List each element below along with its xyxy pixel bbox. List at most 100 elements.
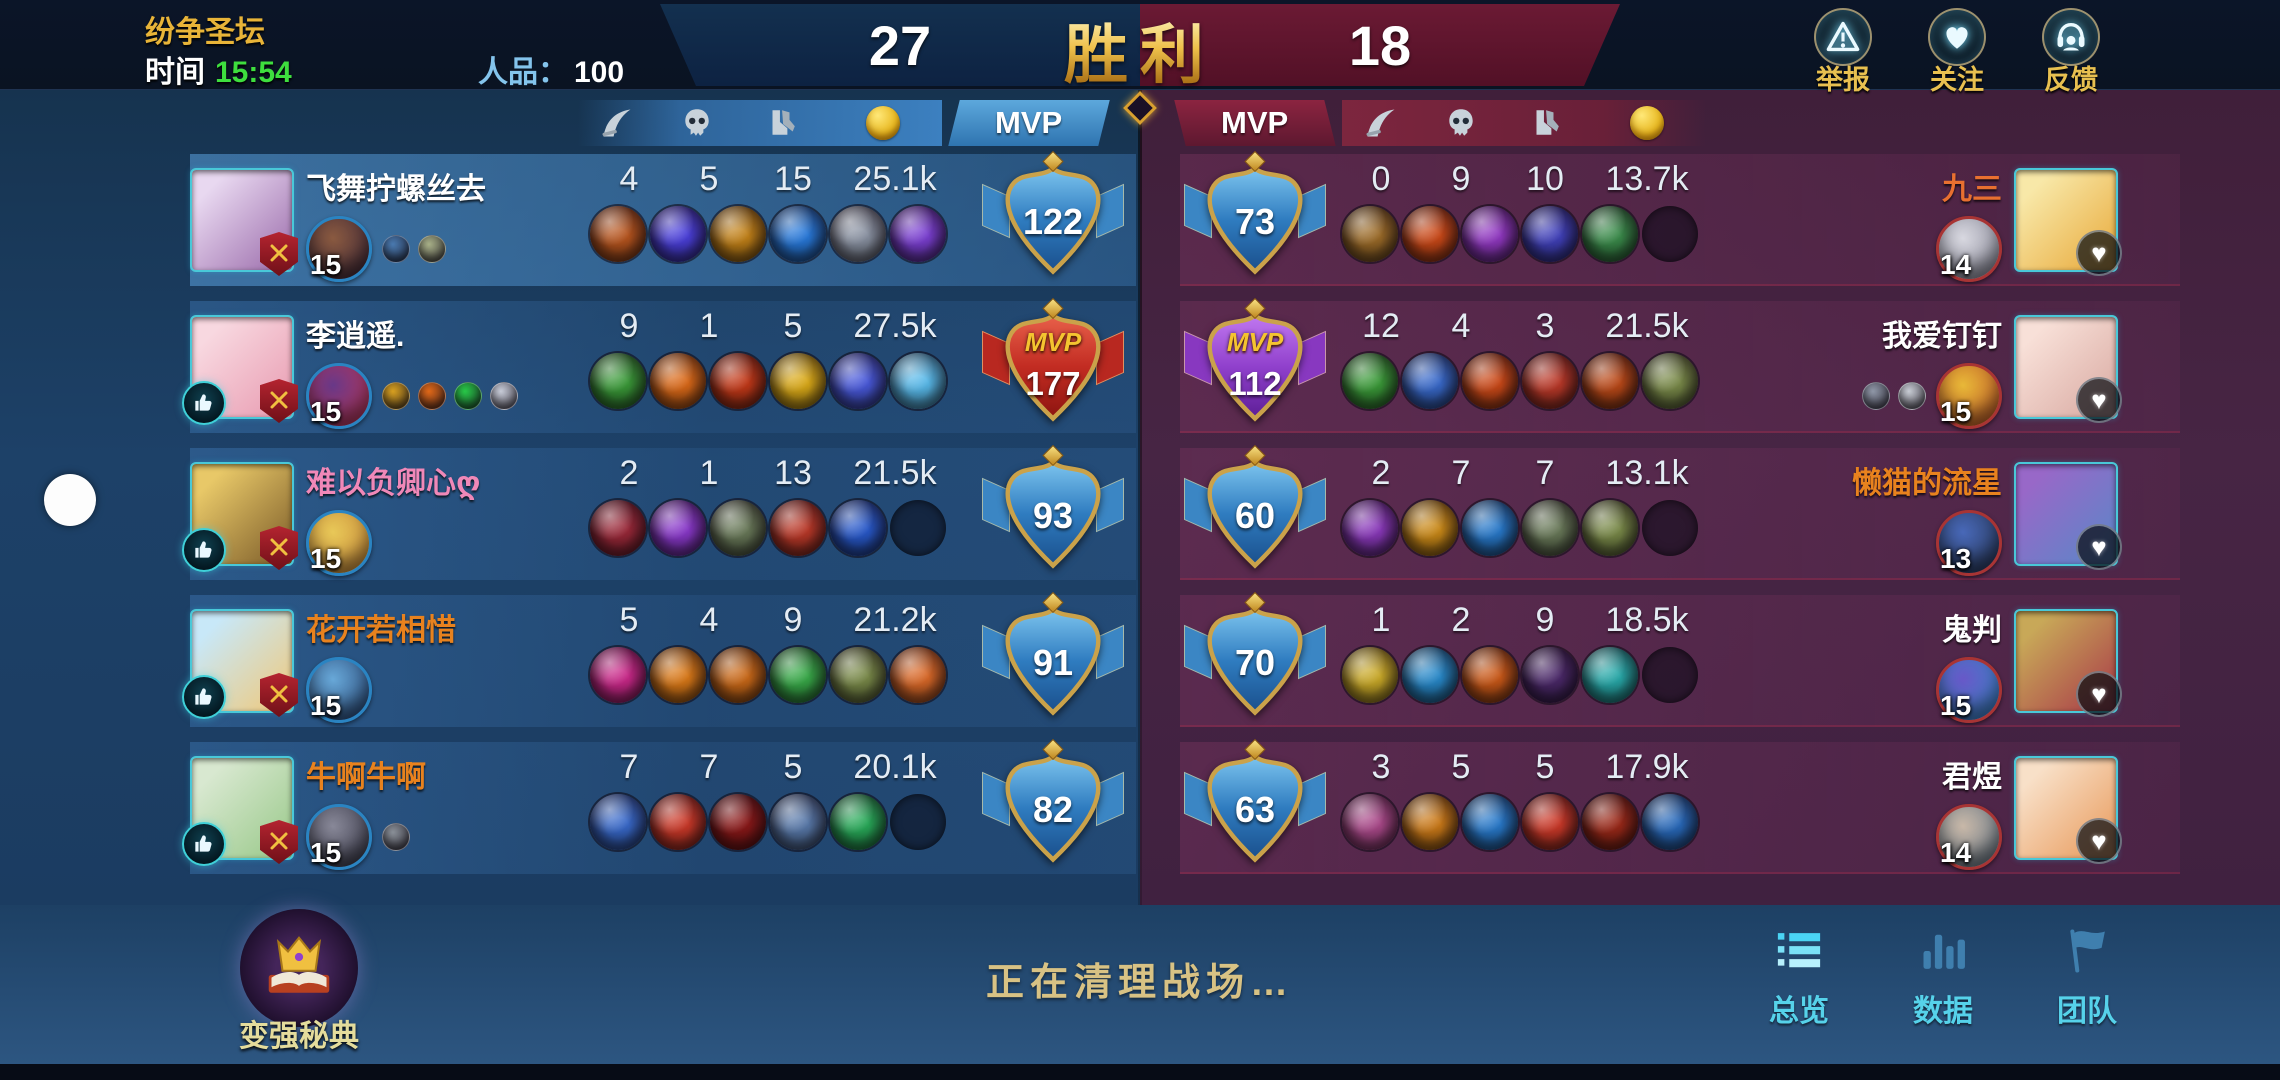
heart-like-button[interactable]: ♥: [2076, 671, 2122, 717]
item-icon[interactable]: [1402, 206, 1458, 262]
hero-portrait[interactable]: 15: [306, 657, 372, 723]
item-icon[interactable]: [770, 794, 826, 850]
left-team-score: 27: [868, 13, 932, 77]
deaths-value: 5: [1451, 748, 1471, 786]
thumbs-up-button[interactable]: [182, 822, 226, 866]
item-icon[interactable]: [1522, 353, 1578, 409]
player-avatar[interactable]: ♥: [2014, 315, 2122, 423]
item-icon[interactable]: [1582, 353, 1638, 409]
item-icon[interactable]: [1402, 500, 1458, 556]
heart-like-button[interactable]: ♥: [2076, 230, 2122, 276]
item-icon[interactable]: [1582, 647, 1638, 703]
item-icon[interactable]: [650, 647, 706, 703]
item-icon[interactable]: [650, 206, 706, 262]
item-icon[interactable]: [590, 206, 646, 262]
item-icon[interactable]: [710, 500, 766, 556]
item-icon[interactable]: [650, 500, 706, 556]
item-icon[interactable]: [1402, 647, 1458, 703]
item-icon[interactable]: [650, 353, 706, 409]
item-icon[interactable]: [830, 647, 886, 703]
heart-icon: [1928, 8, 1986, 66]
item-icon[interactable]: [1462, 647, 1518, 703]
item-icon[interactable]: [1642, 794, 1698, 850]
item-icon[interactable]: [1582, 500, 1638, 556]
item-icon[interactable]: [830, 353, 886, 409]
item-icon[interactable]: [1462, 353, 1518, 409]
item-icon[interactable]: [890, 353, 946, 409]
item-icon[interactable]: [830, 206, 886, 262]
hero-portrait[interactable]: 15: [1936, 657, 2002, 723]
item-icon[interactable]: [770, 206, 826, 262]
item-icon[interactable]: [1522, 794, 1578, 850]
item-icon[interactable]: [1462, 500, 1518, 556]
item-icon[interactable]: [890, 206, 946, 262]
item-icon[interactable]: [650, 794, 706, 850]
gold-value: 21.2k: [853, 601, 937, 639]
item-icon[interactable]: [1582, 206, 1638, 262]
item-icon[interactable]: [890, 647, 946, 703]
item-icon[interactable]: [1342, 353, 1398, 409]
item-icon[interactable]: [710, 794, 766, 850]
hero-portrait[interactable]: 15: [306, 363, 372, 429]
item-icon[interactable]: [1342, 500, 1398, 556]
tab-overview[interactable]: 总览: [1756, 925, 1842, 1030]
feedback-button[interactable]: 反馈: [2040, 8, 2102, 97]
item-icon[interactable]: [710, 647, 766, 703]
item-icon[interactable]: [1402, 794, 1458, 850]
hero-portrait[interactable]: 13: [1936, 510, 2002, 576]
hero-portrait[interactable]: 14: [1936, 216, 2002, 282]
item-icon[interactable]: [770, 500, 826, 556]
item-build: [590, 353, 966, 409]
item-icon[interactable]: [710, 353, 766, 409]
item-icon[interactable]: [590, 500, 646, 556]
player-avatar[interactable]: ♥: [2014, 462, 2122, 570]
item-icon[interactable]: [770, 647, 826, 703]
rating-badge: MVP 93: [978, 444, 1128, 580]
hero-portrait[interactable]: 15: [306, 216, 372, 282]
item-icon[interactable]: [590, 353, 646, 409]
player-avatar[interactable]: ♥: [182, 315, 298, 425]
player-avatar[interactable]: ♥: [2014, 168, 2122, 276]
tab-data[interactable]: 数据: [1900, 925, 1986, 1030]
item-icon[interactable]: [1342, 647, 1398, 703]
item-icon[interactable]: [590, 794, 646, 850]
item-icon[interactable]: [1342, 794, 1398, 850]
item-icon[interactable]: [770, 353, 826, 409]
tab-team[interactable]: 团队: [2044, 925, 2130, 1030]
item-icon[interactable]: [1522, 647, 1578, 703]
player-avatar[interactable]: ♥: [182, 756, 298, 866]
player-avatar[interactable]: ♥: [2014, 609, 2122, 717]
item-icon[interactable]: [830, 794, 886, 850]
hero-level: 15: [1940, 690, 1972, 721]
item-icon[interactable]: [1462, 206, 1518, 262]
item-icon[interactable]: [1522, 206, 1578, 262]
thumbs-up-button[interactable]: [182, 675, 226, 719]
item-icon[interactable]: [1642, 353, 1698, 409]
report-button[interactable]: 举报: [1812, 8, 1874, 97]
item-icon[interactable]: [830, 500, 886, 556]
follow-button[interactable]: 关注: [1926, 8, 1988, 97]
item-icon[interactable]: [1402, 353, 1458, 409]
player-avatar[interactable]: ♥: [2014, 756, 2122, 864]
heart-like-button[interactable]: ♥: [2076, 524, 2122, 570]
player-avatar[interactable]: ♥: [182, 609, 298, 719]
hero-portrait[interactable]: 15: [1936, 363, 2002, 429]
item-icon[interactable]: [710, 206, 766, 262]
item-icon[interactable]: [590, 647, 646, 703]
hero-portrait[interactable]: 15: [306, 804, 372, 870]
thumbs-up-button[interactable]: [182, 528, 226, 572]
hero-portrait[interactable]: 14: [1936, 804, 2002, 870]
honor-medal-icon: [418, 235, 446, 263]
item-icon[interactable]: [1342, 206, 1398, 262]
assistive-touch-button[interactable]: [44, 474, 96, 526]
item-icon[interactable]: [1522, 500, 1578, 556]
thumbs-up-button[interactable]: [182, 381, 226, 425]
item-icon[interactable]: [1462, 794, 1518, 850]
item-icon[interactable]: [1582, 794, 1638, 850]
player-avatar[interactable]: ♥: [182, 462, 298, 572]
heart-like-button[interactable]: ♥: [2076, 377, 2122, 423]
player-avatar[interactable]: ♥: [190, 168, 298, 276]
hero-portrait[interactable]: 15: [306, 510, 372, 576]
power-codex-button[interactable]: 变强秘典: [214, 909, 384, 1055]
heart-like-button[interactable]: ♥: [2076, 818, 2122, 864]
